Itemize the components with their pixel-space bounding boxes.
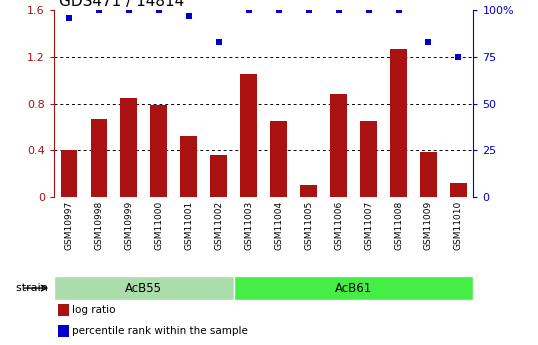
Point [424, 39, 433, 45]
Point [154, 8, 163, 13]
Point [65, 15, 73, 21]
Point [214, 39, 223, 45]
Text: GSM10997: GSM10997 [64, 201, 73, 250]
Point [274, 8, 283, 13]
Text: GSM11006: GSM11006 [334, 201, 343, 250]
Bar [151, 105, 167, 197]
Bar [450, 183, 466, 197]
Point [124, 8, 133, 13]
Text: AcB61: AcB61 [335, 282, 372, 295]
Bar [390, 49, 407, 197]
Bar [54, 276, 233, 300]
Bar [330, 94, 347, 197]
Point [394, 8, 403, 13]
Text: strain: strain [16, 283, 51, 293]
Point [364, 8, 373, 13]
Bar [61, 150, 77, 197]
Bar [58, 304, 69, 316]
Text: GSM10998: GSM10998 [94, 201, 103, 250]
Bar [121, 98, 137, 197]
Text: GSM11007: GSM11007 [364, 201, 373, 250]
Point [185, 13, 193, 19]
Text: GSM11000: GSM11000 [154, 201, 163, 250]
Point [95, 8, 103, 13]
Text: GSM11001: GSM11001 [184, 201, 193, 250]
Text: GSM10999: GSM10999 [124, 201, 133, 250]
Bar [90, 119, 107, 197]
Point [454, 54, 463, 60]
Bar [58, 325, 69, 337]
Point [334, 8, 343, 13]
Text: GSM11002: GSM11002 [214, 201, 223, 250]
Point [244, 8, 253, 13]
Text: GDS471 / 14814: GDS471 / 14814 [59, 0, 185, 9]
Text: GSM11003: GSM11003 [244, 201, 253, 250]
Bar [420, 152, 437, 197]
Bar [210, 155, 227, 197]
Text: GSM11005: GSM11005 [304, 201, 313, 250]
Bar [271, 121, 287, 197]
Text: GSM11010: GSM11010 [454, 201, 463, 250]
Bar [300, 185, 317, 197]
Bar [240, 75, 257, 197]
Bar [360, 121, 377, 197]
Text: AcB55: AcB55 [125, 282, 162, 295]
Bar [233, 276, 473, 300]
Bar [180, 136, 197, 197]
Text: log ratio: log ratio [72, 305, 115, 315]
Text: GSM11009: GSM11009 [424, 201, 433, 250]
Text: percentile rank within the sample: percentile rank within the sample [72, 326, 247, 336]
Text: GSM11008: GSM11008 [394, 201, 403, 250]
Text: GSM11004: GSM11004 [274, 201, 283, 250]
Point [305, 8, 313, 13]
